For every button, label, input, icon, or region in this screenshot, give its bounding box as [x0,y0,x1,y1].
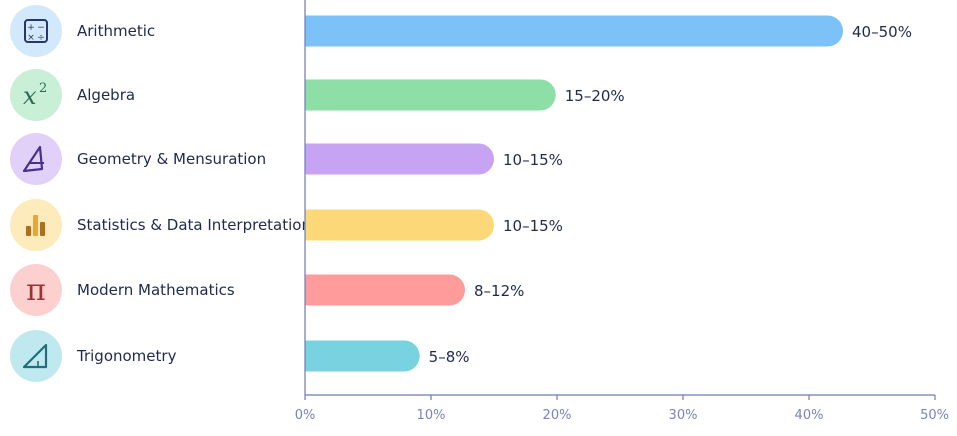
x-tick-label: 50% [920,408,949,423]
category-label: Geometry & Mensuration [77,150,266,168]
pi-icon: π [10,264,62,316]
bar-left-edge [305,143,321,175]
svg-text:x: x [23,82,37,110]
bar-left-edge [305,209,321,241]
value-label: 10–15% [503,151,563,169]
bar [305,274,466,306]
svg-text:2: 2 [39,81,47,96]
bar [305,79,556,111]
triangle-ruler-icon [10,330,62,382]
bar-chart-icon [10,199,62,251]
value-label: 8–12% [474,282,524,300]
bar-left-edge [305,15,321,47]
bar [305,340,420,372]
x-tick-label: 10% [417,408,446,423]
svg-text:+: + [27,23,35,33]
x-tick-label: 20% [543,408,572,423]
geometry-ruler-icon [10,133,62,185]
bar [305,143,494,175]
svg-text:÷: ÷ [37,33,45,43]
x-tick-label: 30% [669,408,698,423]
calculator-icon: + −× ÷ [10,5,62,57]
value-label: 10–15% [503,217,563,235]
bar-left-edge [305,340,321,372]
category-icons: + −× ÷ x 2 π [10,5,62,382]
svg-text:−: − [37,23,45,33]
bar-left-edge [305,274,321,306]
category-labels: Arithmetic Algebra Geometry & Mensuration S… [76,22,311,365]
bars [305,15,844,372]
category-label: Trigonometry [76,347,177,365]
value-label: 40–50% [852,23,912,41]
value-label: 15–20% [565,87,625,105]
category-label: Statistics & Data Interpretation [77,216,311,234]
x-tick-label: 40% [795,408,824,423]
value-label: 5–8% [429,348,470,366]
x-axis: 0% 10% 20% 30% 40% 50% [295,0,949,423]
category-label: Modern Mathematics [77,281,235,299]
bar [305,15,844,47]
svg-text:×: × [27,33,35,43]
svg-text:π: π [26,273,46,308]
x-tick-label: 0% [295,408,316,423]
category-label: Algebra [77,86,135,104]
category-label: Arithmetic [77,22,155,40]
bar [305,209,494,241]
value-labels: 40–50% 15–20% 10–15% 10–15% 8–12% 5–8% [429,23,912,366]
bar-left-edge [305,79,321,111]
